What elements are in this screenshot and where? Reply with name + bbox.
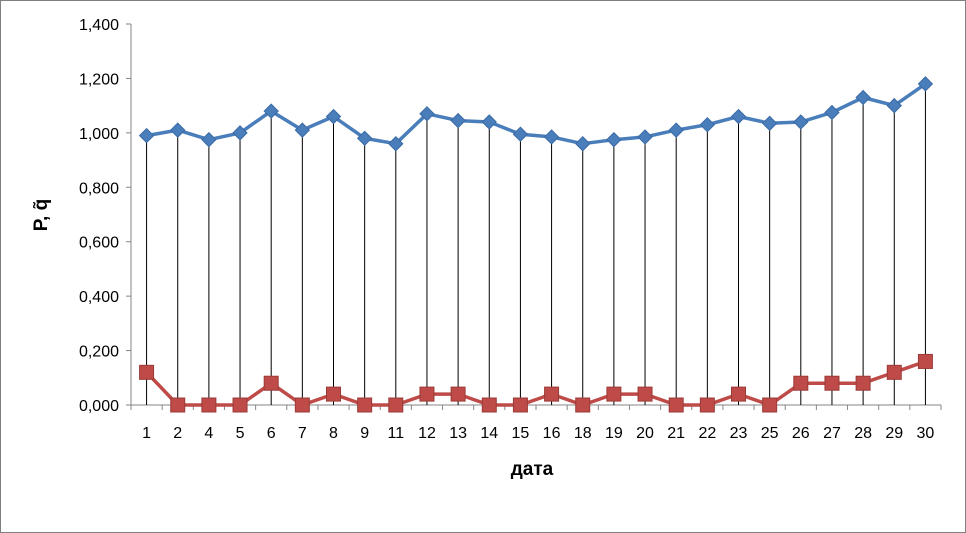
x-tick-label: 22 xyxy=(698,425,716,442)
y-tick-labels: 0,000 0,200 0,400 0,600 0,800 1,000 1,200 1,400 xyxy=(79,17,119,415)
data-point-square xyxy=(170,397,186,413)
data-point-diamond xyxy=(886,97,902,114)
data-point-square xyxy=(699,397,715,413)
x-tick-label: 2 xyxy=(173,425,182,442)
series-line xyxy=(146,82,927,146)
y-tick-label: 1,000 xyxy=(79,126,119,143)
data-point-diamond xyxy=(575,136,591,152)
x-tick-label: 30 xyxy=(917,425,935,442)
x-tick-label: 21 xyxy=(667,425,685,442)
x-tick-label: 9 xyxy=(360,425,369,442)
data-point-square xyxy=(512,397,528,413)
data-point-diamond xyxy=(388,136,404,152)
data-point-square xyxy=(917,353,933,369)
data-point-square xyxy=(886,364,902,380)
y-axis-title: P, q̃ xyxy=(31,199,52,231)
x-tick-label: 4 xyxy=(204,425,213,442)
data-point-diamond xyxy=(543,129,560,145)
x-tick-label: 28 xyxy=(854,425,872,442)
y-tick-label: 0,000 xyxy=(79,398,119,415)
data-point-diamond xyxy=(761,115,778,132)
data-point-square xyxy=(481,397,497,413)
data-point-diamond xyxy=(450,112,466,129)
data-point-square xyxy=(388,397,404,413)
x-axis-title: дата xyxy=(511,459,554,480)
series-1 xyxy=(138,76,934,152)
x-tick-label: 13 xyxy=(449,425,467,442)
data-point-square xyxy=(326,386,341,402)
data-point-diamond xyxy=(824,104,840,121)
x-tick-label: 25 xyxy=(761,425,779,442)
data-point-diamond xyxy=(637,129,653,145)
data-point-diamond xyxy=(730,108,747,125)
y-tick-label: 1,200 xyxy=(79,71,119,88)
data-point-square xyxy=(419,386,435,402)
data-point-square xyxy=(450,386,466,402)
data-point-diamond xyxy=(294,122,311,138)
data-point-square xyxy=(201,397,217,413)
data-point-diamond xyxy=(855,89,871,106)
x-tick-label: 12 xyxy=(418,425,436,442)
x-tick-label: 8 xyxy=(329,425,338,442)
data-point-diamond xyxy=(668,122,684,138)
y-tick-label: 0,600 xyxy=(79,235,119,252)
data-point-square xyxy=(544,386,560,402)
series-2 xyxy=(139,353,933,413)
data-point-square xyxy=(232,397,248,413)
data-point-square xyxy=(637,386,653,402)
data-point-diamond xyxy=(356,130,373,147)
data-point-square xyxy=(263,375,279,391)
data-point-square xyxy=(855,375,871,391)
data-point-diamond xyxy=(917,76,934,92)
data-point-diamond xyxy=(793,114,809,130)
x-tick-label: 7 xyxy=(298,425,307,442)
data-point-diamond xyxy=(481,114,497,130)
data-point-square xyxy=(357,397,373,413)
data-point-diamond xyxy=(512,126,529,142)
x-tick-label: 11 xyxy=(388,425,405,442)
data-point-diamond xyxy=(699,116,716,133)
y-tick-label: 0,800 xyxy=(79,180,119,197)
x-tick-label: 19 xyxy=(605,425,623,442)
x-tick-label: 6 xyxy=(267,425,276,442)
data-point-square xyxy=(793,375,809,391)
series-line xyxy=(145,359,926,407)
axes xyxy=(126,23,942,410)
x-tick-label: 26 xyxy=(792,425,810,442)
data-point-square xyxy=(762,397,778,413)
x-tick-label: 15 xyxy=(512,425,530,442)
x-tick-label: 23 xyxy=(730,425,748,442)
y-tick-label: 0,200 xyxy=(79,344,119,361)
x-tick-label: 5 xyxy=(236,425,245,442)
data-point-diamond xyxy=(201,131,217,148)
data-point-diamond xyxy=(606,131,622,148)
x-tick-label: 1 xyxy=(142,425,151,442)
data-point-square xyxy=(606,386,622,402)
data-point-square xyxy=(294,397,310,413)
data-point-diamond xyxy=(419,106,435,122)
x-tick-label: 29 xyxy=(885,425,903,442)
data-point-diamond xyxy=(138,127,155,144)
data-point-square xyxy=(139,364,155,380)
x-tick-label: 27 xyxy=(823,425,841,442)
data-point-square xyxy=(731,386,746,402)
series-layer xyxy=(138,76,934,413)
data-point-square xyxy=(824,375,840,391)
y-tick-label: 1,400 xyxy=(79,17,119,34)
drop-lines xyxy=(146,83,926,405)
data-point-diamond xyxy=(325,108,342,125)
data-point-diamond xyxy=(170,122,186,138)
y-tick-label: 0,400 xyxy=(79,289,119,306)
data-point-diamond xyxy=(232,125,248,141)
data-point-square xyxy=(668,397,684,413)
x-tick-label: 20 xyxy=(636,425,654,442)
x-tick-labels: 1 2 4 5 6 7 8 9 11 12 13 14 15 16 18 19 20 21 22 23 25 26 27 28… xyxy=(142,425,934,442)
x-tick-label: 16 xyxy=(543,425,561,442)
data-point-square xyxy=(575,397,591,413)
x-tick-label: 18 xyxy=(574,425,592,442)
data-point-diamond xyxy=(263,103,279,119)
x-tick-label: 14 xyxy=(480,425,498,442)
